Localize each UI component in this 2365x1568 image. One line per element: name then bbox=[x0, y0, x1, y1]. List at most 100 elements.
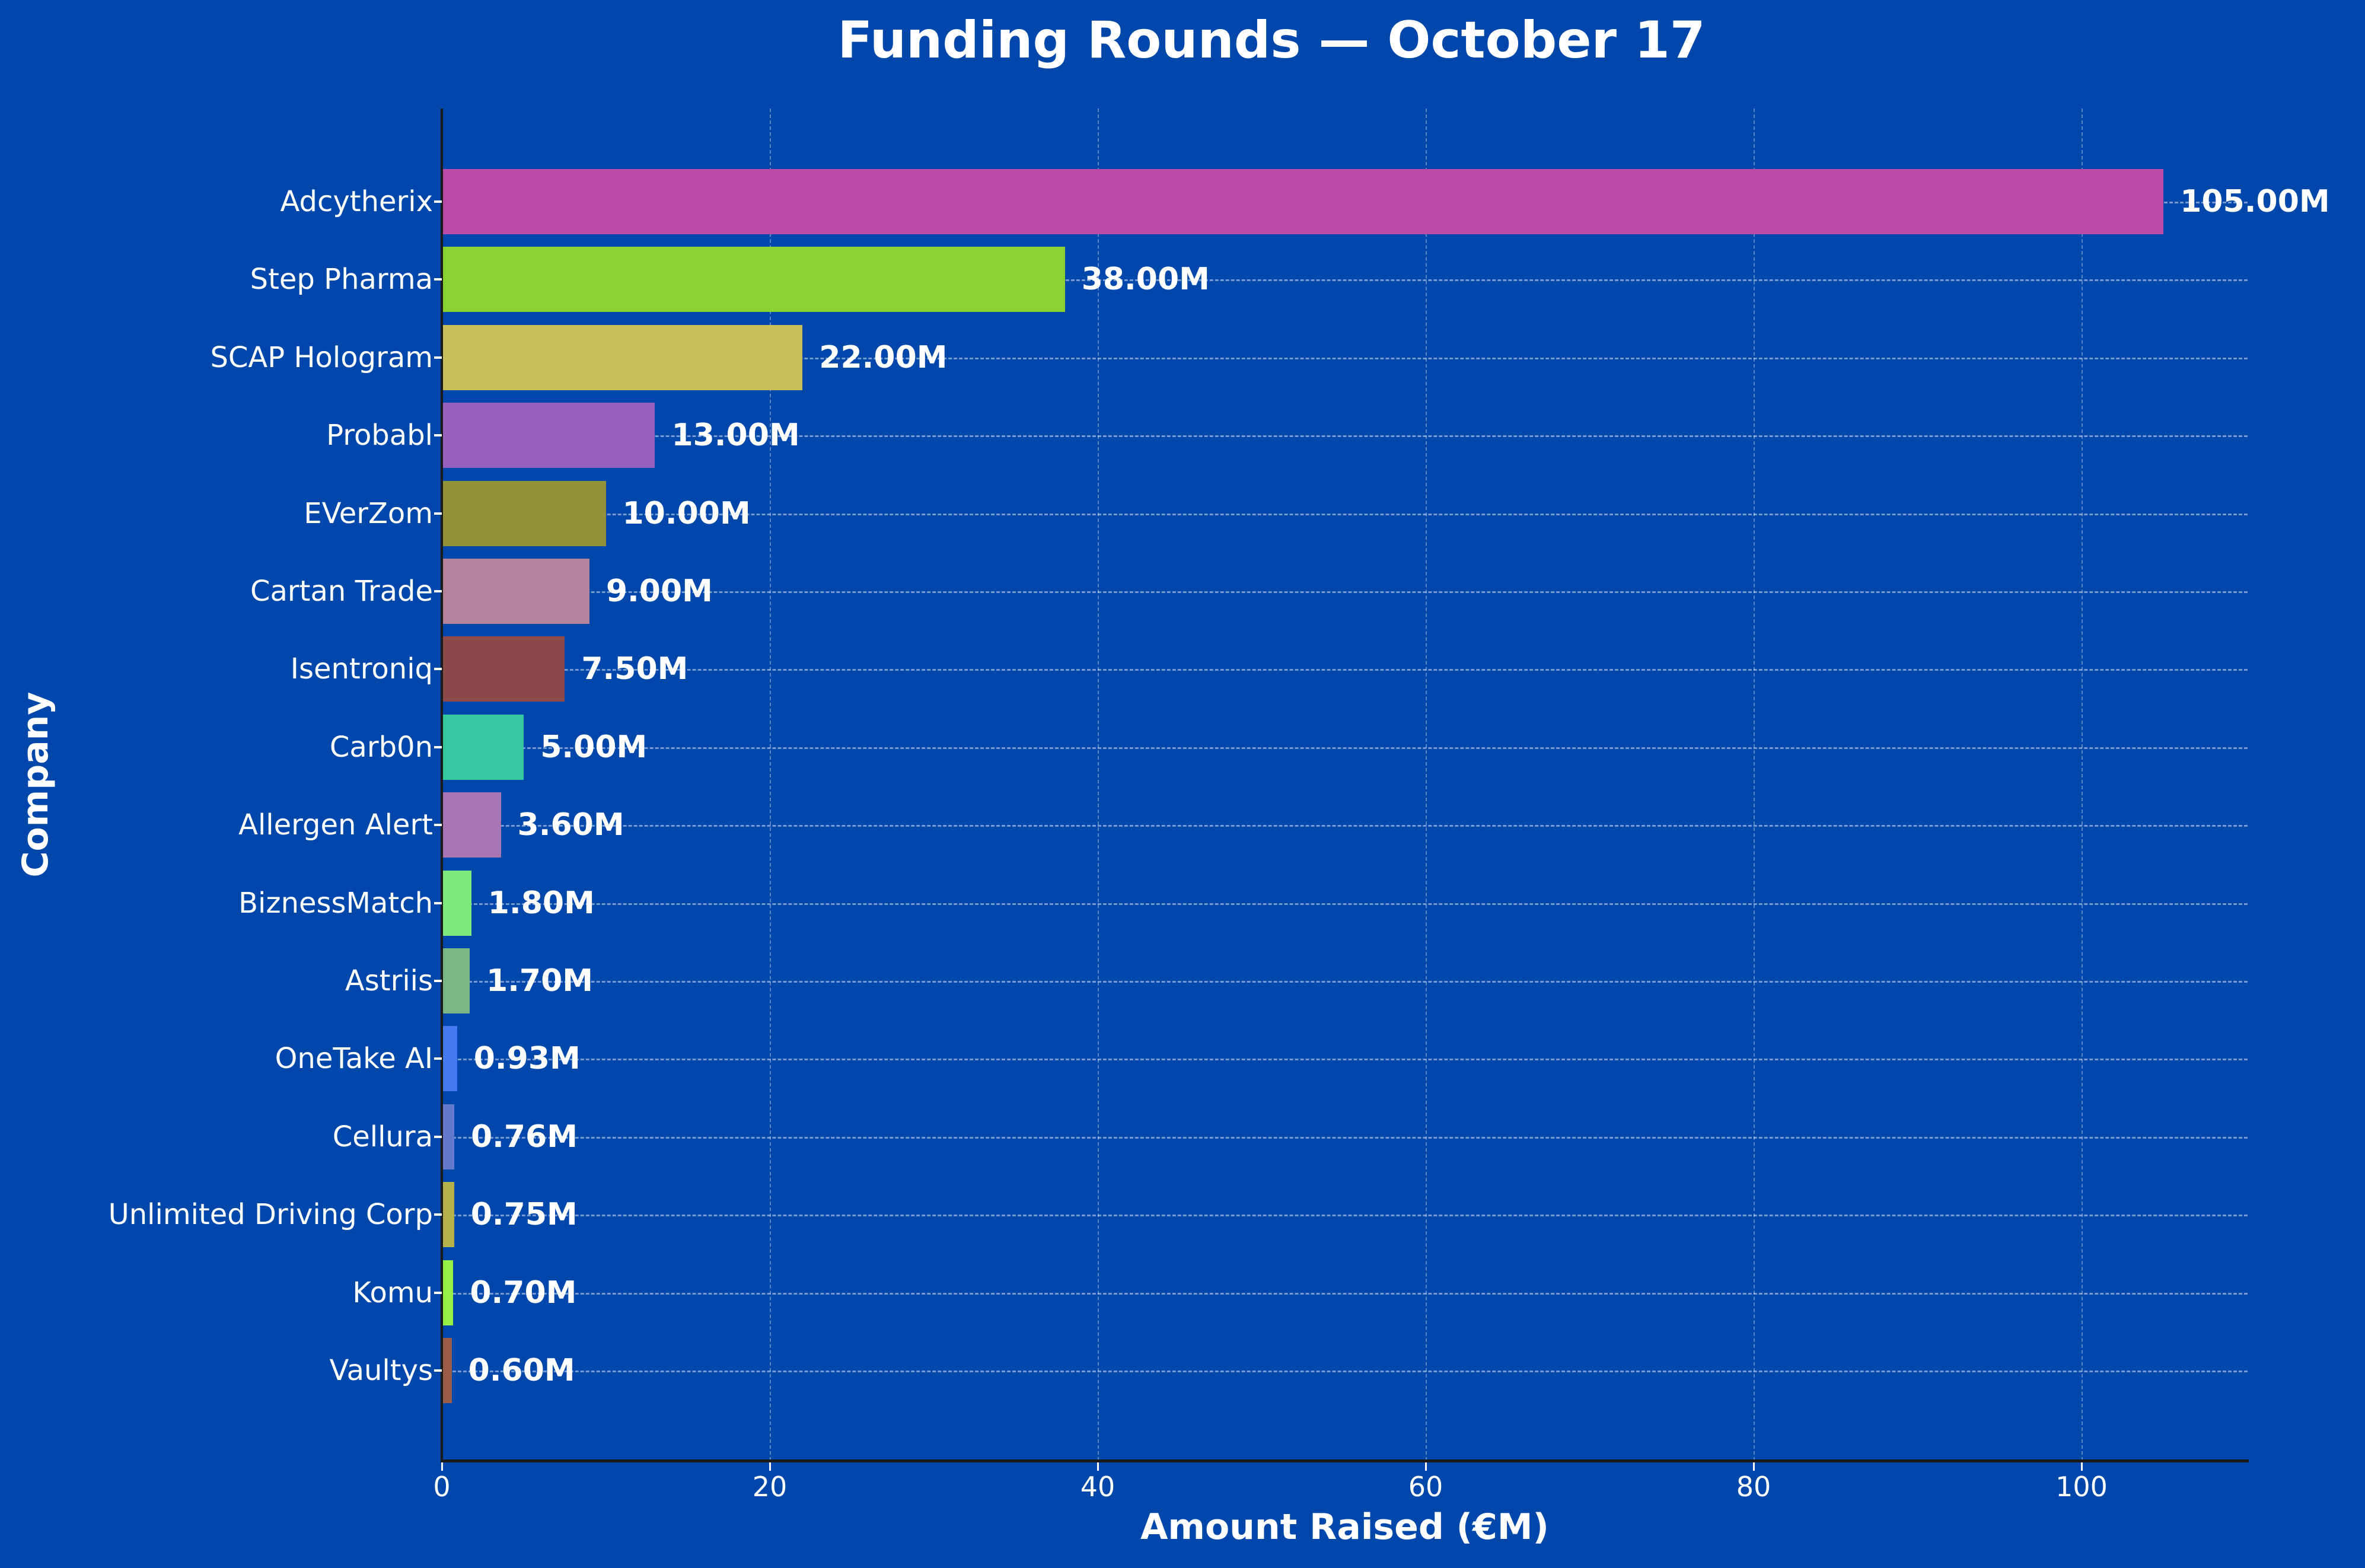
x-tick bbox=[2081, 1462, 2083, 1471]
bar-value-label: 9.00M bbox=[605, 573, 713, 609]
bar-value-label: 5.00M bbox=[540, 729, 648, 765]
bar-value-label: 3.60M bbox=[517, 807, 624, 843]
y-tick bbox=[434, 434, 442, 437]
y-tick-label: Astriis bbox=[345, 964, 433, 997]
bar bbox=[442, 324, 803, 390]
y-tick bbox=[434, 512, 442, 515]
bar-value-label: 0.70M bbox=[470, 1274, 577, 1311]
bar bbox=[442, 1182, 454, 1248]
y-tick-label: Allergen Alert bbox=[238, 808, 433, 842]
x-tick-label: 40 bbox=[1080, 1471, 1115, 1503]
bar-value-label: 1.80M bbox=[487, 885, 595, 921]
horizontal-gridline bbox=[442, 669, 2248, 671]
y-tick-label: Unlimited Driving Corp bbox=[108, 1198, 433, 1232]
bar bbox=[442, 559, 589, 624]
y-axis-line bbox=[441, 109, 443, 1462]
y-tick-label: Adcytherix bbox=[280, 185, 433, 218]
bar bbox=[442, 1026, 457, 1092]
x-tick bbox=[1097, 1462, 1099, 1471]
bar-value-label: 0.76M bbox=[471, 1118, 578, 1155]
x-tick bbox=[769, 1462, 771, 1471]
x-tick bbox=[1425, 1462, 1427, 1471]
vertical-gridline bbox=[1754, 109, 1755, 1461]
horizontal-gridline bbox=[442, 357, 2248, 359]
y-tick-label: SCAP Hologram bbox=[210, 340, 433, 374]
bar bbox=[442, 792, 501, 858]
plot-area: 105.00M 38.00M 22.00M 13.00M 10.00M 9.00M 7.50… bbox=[442, 109, 2330, 1461]
bar bbox=[442, 636, 565, 702]
horizontal-gridline bbox=[442, 513, 2248, 515]
y-tick bbox=[434, 200, 442, 203]
bar-value-label: 7.50M bbox=[581, 651, 689, 687]
y-tick-label: BiznessMatch bbox=[238, 886, 433, 920]
y-tick bbox=[434, 1369, 442, 1372]
x-tick-label: 60 bbox=[1408, 1471, 1443, 1503]
bar bbox=[442, 169, 2164, 234]
vertical-gridline bbox=[1098, 109, 1099, 1461]
bar bbox=[442, 247, 1065, 313]
bar bbox=[442, 480, 606, 546]
bar bbox=[442, 1338, 452, 1403]
y-tick-label: Carb0n bbox=[329, 730, 433, 764]
horizontal-gridline bbox=[442, 435, 2248, 438]
y-tick-label: Vaultys bbox=[329, 1354, 433, 1387]
bar-value-label: 22.00M bbox=[819, 339, 948, 375]
bar-value-label: 13.00M bbox=[671, 418, 800, 454]
x-axis-line bbox=[441, 1459, 2249, 1462]
bar-value-label: 1.70M bbox=[486, 963, 594, 999]
bar-value-label: 0.60M bbox=[468, 1353, 575, 1388]
y-tick-label: Probabl bbox=[326, 419, 433, 452]
y-tick bbox=[434, 668, 442, 671]
y-tick-label: OneTake AI bbox=[275, 1042, 433, 1076]
bar bbox=[442, 1104, 454, 1169]
vertical-gridline bbox=[2082, 109, 2083, 1461]
y-axis-title: Company bbox=[15, 691, 56, 878]
y-tick-label: Cartan Trade bbox=[250, 575, 433, 608]
x-tick-label: 0 bbox=[433, 1471, 451, 1503]
y-tick bbox=[434, 356, 442, 359]
y-tick-label: Cellura bbox=[332, 1120, 433, 1153]
horizontal-gridline bbox=[442, 591, 2248, 593]
y-tick bbox=[434, 278, 442, 281]
chart-title: Funding Rounds — October 17 bbox=[837, 11, 1706, 70]
y-tick bbox=[434, 980, 442, 982]
x-tick bbox=[1753, 1462, 1755, 1471]
x-tick-label: 80 bbox=[1736, 1471, 1771, 1503]
horizontal-gridline bbox=[442, 1292, 2248, 1295]
horizontal-gridline bbox=[442, 903, 2248, 905]
bar bbox=[442, 1260, 454, 1325]
horizontal-gridline bbox=[442, 279, 2248, 282]
y-tick-label: Komu bbox=[352, 1276, 433, 1309]
bar-value-label: 0.93M bbox=[473, 1041, 581, 1077]
y-tick bbox=[434, 1057, 442, 1060]
y-tick bbox=[434, 590, 442, 592]
bar bbox=[442, 948, 470, 1014]
bar bbox=[442, 870, 471, 936]
x-tick bbox=[441, 1462, 443, 1471]
horizontal-gridline bbox=[442, 981, 2248, 983]
vertical-gridline bbox=[770, 109, 771, 1461]
horizontal-gridline bbox=[442, 1059, 2248, 1061]
horizontal-gridline bbox=[442, 1215, 2248, 1217]
horizontal-gridline bbox=[442, 825, 2248, 827]
bar-value-label: 105.00M bbox=[2180, 184, 2330, 219]
vertical-gridline bbox=[1426, 109, 1427, 1461]
y-tick bbox=[434, 1291, 442, 1294]
horizontal-gridline bbox=[442, 1136, 2248, 1139]
bar bbox=[442, 714, 524, 780]
y-tick bbox=[434, 1213, 442, 1216]
x-axis-title: Amount Raised (€M) bbox=[1140, 1506, 1549, 1548]
y-tick bbox=[434, 1135, 442, 1138]
bar bbox=[442, 403, 655, 469]
y-tick bbox=[434, 824, 442, 827]
y-tick-label: Isentroniq bbox=[290, 652, 433, 686]
y-tick bbox=[434, 745, 442, 748]
y-tick-label: Step Pharma bbox=[250, 263, 433, 297]
y-tick bbox=[434, 901, 442, 904]
bar-value-label: 38.00M bbox=[1081, 262, 1210, 298]
bar-value-label: 0.75M bbox=[470, 1197, 578, 1233]
x-tick-label: 100 bbox=[2055, 1471, 2108, 1503]
x-tick-label: 20 bbox=[752, 1471, 788, 1503]
bar-value-label: 10.00M bbox=[622, 495, 751, 531]
y-tick-label: EVerZom bbox=[304, 496, 433, 530]
